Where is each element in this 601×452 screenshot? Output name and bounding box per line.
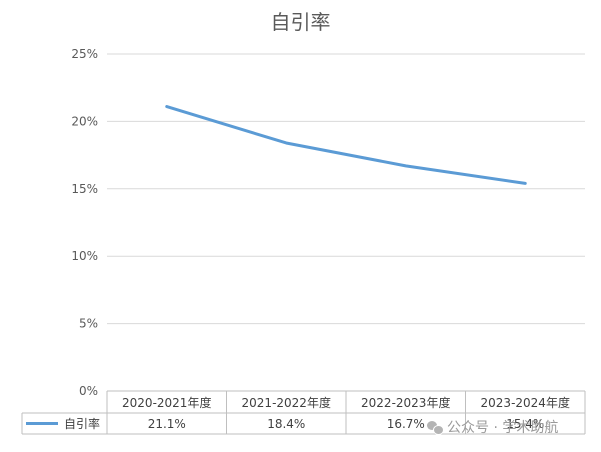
data-value-label: 18.4% <box>267 417 305 431</box>
x-category-label: 2022-2023年度 <box>361 395 450 410</box>
x-category-label: 2021-2022年度 <box>242 395 331 410</box>
data-value-label: 15.4% <box>506 417 544 431</box>
series-line <box>165 105 527 185</box>
chart-title: 自引率 <box>270 10 331 34</box>
y-tick-label: 20% <box>71 114 98 128</box>
data-value-label: 21.1% <box>148 417 186 431</box>
y-tick-label: 10% <box>71 249 98 263</box>
y-tick-label: 25% <box>71 47 98 61</box>
watermark-text: 公众号 · 学术助航 <box>447 420 559 436</box>
x-category-label: 2023-2024年度 <box>481 395 570 410</box>
y-tick-label: 15% <box>71 182 98 196</box>
y-tick-label: 0% <box>79 384 98 398</box>
data-value-label: 16.7% <box>387 417 425 431</box>
y-tick-label: 5% <box>79 317 98 331</box>
wechat-icon <box>427 420 444 435</box>
x-category-label: 2020-2021年度 <box>122 395 211 410</box>
watermark: 公众号 · 学术助航 <box>427 417 558 437</box>
legend-label: 自引率 <box>64 416 100 431</box>
